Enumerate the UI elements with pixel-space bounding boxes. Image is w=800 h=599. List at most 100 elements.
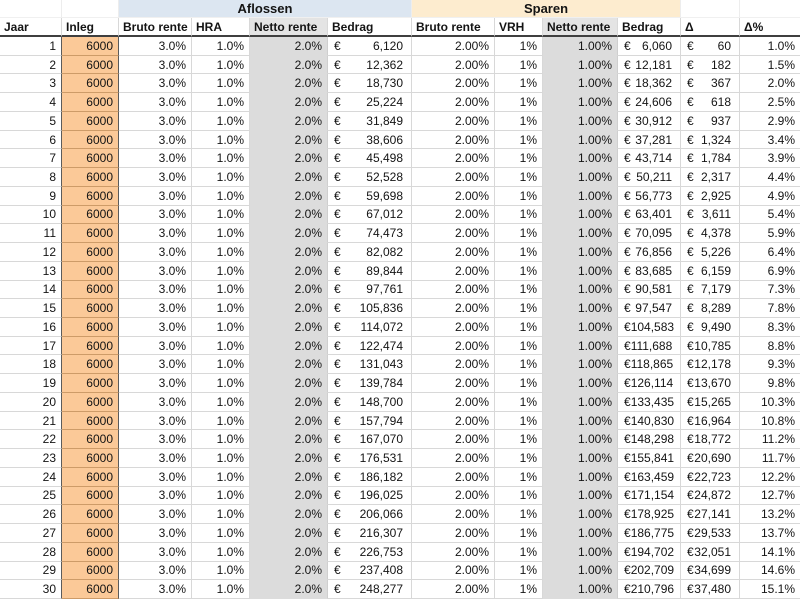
cell-inleg-r15[interactable]: 6000	[62, 299, 119, 318]
cell-netto-rente-aflossen-r30[interactable]: 2.0%	[250, 580, 328, 599]
cell-netto-rente-aflossen-r18[interactable]: 2.0%	[250, 355, 328, 375]
cell-bruto-rente-sparen-r21[interactable]: 2.00%	[412, 411, 495, 431]
cell-inleg-r16[interactable]: 6000	[62, 318, 119, 337]
cell-vrh-r1[interactable]: 1%	[495, 37, 543, 56]
cell-hra-r15[interactable]: 1.0%	[192, 299, 250, 318]
cell-bruto-rente-sparen-r11[interactable]: 2.00%	[412, 224, 495, 244]
cell-vrh-r20[interactable]: 1%	[495, 392, 543, 412]
cell-delta-pct-r3[interactable]: 2.0%	[740, 74, 800, 94]
cell-delta-r21[interactable]: €16,964	[681, 411, 740, 431]
cell-bedrag-sparen-r27[interactable]: €186,775	[618, 524, 681, 543]
cell-bedrag-sparen-r20[interactable]: €133,435	[618, 392, 681, 412]
cell-bedrag-sparen-r15[interactable]: €97,547	[618, 299, 681, 318]
cell-delta-r16[interactable]: €9,490	[681, 318, 740, 337]
cell-bruto-rente-sparen-r2[interactable]: 2.00%	[412, 55, 495, 75]
cell-bedrag-aflossen-r11[interactable]: €74,473	[328, 224, 412, 244]
cell-delta-r10[interactable]: €3,611	[681, 205, 740, 225]
cell-vrh-r13[interactable]: 1%	[495, 261, 543, 281]
cell-hra-r5[interactable]: 1.0%	[192, 111, 250, 131]
cell-delta-r1[interactable]: €60	[681, 37, 740, 56]
cell-bedrag-sparen-r13[interactable]: €83,685	[618, 261, 681, 281]
cell-bruto-rente-sparen-r18[interactable]: 2.00%	[412, 355, 495, 375]
cell-jaar-r6[interactable]: 6	[0, 130, 62, 150]
cell-bruto-rente-aflossen-r26[interactable]: 3.0%	[119, 505, 192, 525]
cell-delta-pct-r13[interactable]: 6.9%	[740, 262, 800, 281]
cell-bedrag-sparen-r3[interactable]: €18,362	[618, 74, 681, 94]
cell-delta-pct-r10[interactable]: 5.4%	[740, 206, 800, 225]
cell-vrh-r14[interactable]: 1%	[495, 280, 543, 300]
cell-jaar-r27[interactable]: 27	[0, 524, 62, 543]
cell-bedrag-sparen-r29[interactable]: €202,709	[618, 561, 681, 581]
cell-bruto-rente-sparen-r27[interactable]: 2.00%	[412, 524, 495, 543]
cell-inleg-r6[interactable]: 6000	[62, 130, 119, 150]
cell-jaar-r22[interactable]: 22	[0, 430, 62, 450]
cell-hra-r23[interactable]: 1.0%	[192, 449, 250, 468]
cell-bruto-rente-aflossen-r8[interactable]: 3.0%	[119, 168, 192, 187]
cell-delta-r17[interactable]: €10,785	[681, 336, 740, 356]
cell-vrh-r17[interactable]: 1%	[495, 336, 543, 356]
cell-vrh-r19[interactable]: 1%	[495, 374, 543, 393]
cell-vrh-r9[interactable]: 1%	[495, 186, 543, 206]
cell-bruto-rente-sparen-r6[interactable]: 2.00%	[412, 130, 495, 150]
col-header-hra[interactable]: HRA	[192, 18, 250, 37]
cell-bruto-rente-sparen-r29[interactable]: 2.00%	[412, 561, 495, 581]
cell-netto-rente-sparen-r29[interactable]: 1.00%	[543, 561, 618, 581]
cell-bruto-rente-sparen-r13[interactable]: 2.00%	[412, 261, 495, 281]
cell-bedrag-aflossen-r16[interactable]: €114,072	[328, 318, 412, 337]
cell-bruto-rente-sparen-r8[interactable]: 2.00%	[412, 168, 495, 187]
cell-netto-rente-aflossen-r25[interactable]: 2.0%	[250, 486, 328, 506]
cell-bruto-rente-aflossen-r10[interactable]: 3.0%	[119, 205, 192, 225]
cell-bruto-rente-aflossen-r3[interactable]: 3.0%	[119, 74, 192, 94]
cell-hra-r8[interactable]: 1.0%	[192, 168, 250, 187]
cell-jaar-r16[interactable]: 16	[0, 318, 62, 337]
cell-hra-r1[interactable]: 1.0%	[192, 37, 250, 56]
cell-inleg-r9[interactable]: 6000	[62, 186, 119, 206]
cell-hra-r12[interactable]: 1.0%	[192, 243, 250, 262]
cell-delta-r7[interactable]: €1,784	[681, 149, 740, 169]
cell-inleg-r7[interactable]: 6000	[62, 149, 119, 169]
cell-delta-pct-r30[interactable]: 15.1%	[740, 580, 800, 599]
cell-vrh-r2[interactable]: 1%	[495, 55, 543, 75]
cell-netto-rente-sparen-r12[interactable]: 1.00%	[543, 243, 618, 262]
cell-bruto-rente-sparen-r9[interactable]: 2.00%	[412, 186, 495, 206]
cell-bedrag-aflossen-r14[interactable]: €97,761	[328, 280, 412, 300]
cell-bedrag-sparen-r18[interactable]: €118,865	[618, 355, 681, 375]
cell-bedrag-sparen-r11[interactable]: €70,095	[618, 224, 681, 244]
cell-netto-rente-aflossen-r23[interactable]: 2.0%	[250, 449, 328, 468]
cell-hra-r18[interactable]: 1.0%	[192, 355, 250, 375]
cell-bruto-rente-aflossen-r18[interactable]: 3.0%	[119, 355, 192, 375]
cell-netto-rente-aflossen-r15[interactable]: 2.0%	[250, 299, 328, 318]
cell-inleg-r19[interactable]: 6000	[62, 374, 119, 393]
cell-netto-rente-aflossen-r1[interactable]: 2.0%	[250, 37, 328, 56]
cell-bedrag-sparen-r14[interactable]: €90,581	[618, 280, 681, 300]
cell-vrh-r7[interactable]: 1%	[495, 149, 543, 169]
cell-bruto-rente-aflossen-r22[interactable]: 3.0%	[119, 430, 192, 450]
cell-bruto-rente-aflossen-r21[interactable]: 3.0%	[119, 411, 192, 431]
cell-netto-rente-aflossen-r16[interactable]: 2.0%	[250, 318, 328, 337]
cell-bruto-rente-sparen-r20[interactable]: 2.00%	[412, 392, 495, 412]
cell-bedrag-aflossen-r12[interactable]: €82,082	[328, 243, 412, 262]
cell-delta-pct-r25[interactable]: 12.7%	[740, 487, 800, 506]
cell-jaar-r9[interactable]: 9	[0, 186, 62, 206]
cell-bruto-rente-aflossen-r5[interactable]: 3.0%	[119, 111, 192, 131]
cell-bedrag-sparen-r16[interactable]: €104,583	[618, 318, 681, 337]
cell-jaar-r30[interactable]: 30	[0, 580, 62, 599]
cell-inleg-r18[interactable]: 6000	[62, 355, 119, 375]
cell-vrh-r12[interactable]: 1%	[495, 243, 543, 262]
cell-delta-pct-r14[interactable]: 7.3%	[740, 281, 800, 300]
cell-vrh-r28[interactable]: 1%	[495, 542, 543, 562]
cell-hra-r10[interactable]: 1.0%	[192, 205, 250, 225]
cell-bruto-rente-sparen-r17[interactable]: 2.00%	[412, 336, 495, 356]
cell-vrh-r5[interactable]: 1%	[495, 111, 543, 131]
cell-inleg-r17[interactable]: 6000	[62, 336, 119, 356]
cell-vrh-r11[interactable]: 1%	[495, 224, 543, 244]
cell-netto-rente-aflossen-r8[interactable]: 2.0%	[250, 168, 328, 187]
cell-vrh-r21[interactable]: 1%	[495, 411, 543, 431]
cell-hra-r9[interactable]: 1.0%	[192, 186, 250, 206]
cell-bedrag-aflossen-r4[interactable]: €25,224	[328, 93, 412, 112]
cell-hra-r13[interactable]: 1.0%	[192, 261, 250, 281]
cell-inleg-r22[interactable]: 6000	[62, 430, 119, 450]
cell-bruto-rente-sparen-r12[interactable]: 2.00%	[412, 243, 495, 262]
cell-delta-r2[interactable]: €182	[681, 55, 740, 75]
cell-netto-rente-aflossen-r6[interactable]: 2.0%	[250, 130, 328, 150]
